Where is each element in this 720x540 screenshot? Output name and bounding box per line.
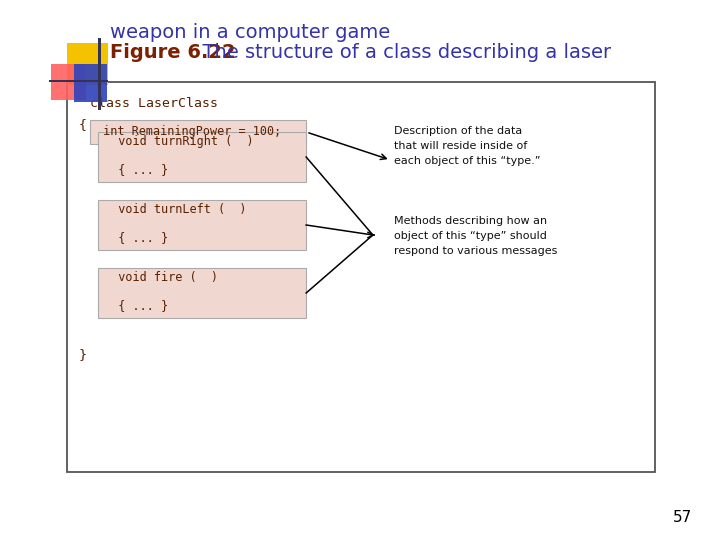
Bar (67, 82, 655, 472)
Text: void turnLeft (  ): void turnLeft ( ) (104, 204, 246, 217)
Text: 57: 57 (672, 510, 692, 525)
Text: int RemainingPower = 100;: int RemainingPower = 100; (96, 125, 282, 138)
Text: void turnRight (  ): void turnRight ( ) (104, 136, 253, 148)
Text: The structure of a class describing a laser: The structure of a class describing a la… (190, 43, 611, 62)
Text: that will reside inside of: that will reside inside of (395, 141, 528, 151)
Bar (73, 64, 107, 102)
Text: void fire (  ): void fire ( ) (104, 272, 218, 285)
Text: { ... }: { ... } (104, 232, 168, 245)
Text: }: } (78, 348, 86, 361)
Text: each object of this “type.”: each object of this “type.” (395, 156, 541, 166)
Text: weapon in a computer game: weapon in a computer game (110, 23, 390, 42)
Text: object of this “type” should: object of this “type” should (395, 231, 547, 241)
Text: {: { (78, 118, 86, 131)
Text: Description of the data: Description of the data (395, 126, 523, 136)
Text: respond to various messages: respond to various messages (395, 246, 558, 256)
Bar (98, 268, 306, 318)
Text: Figure 6.22: Figure 6.22 (110, 43, 235, 62)
Bar (98, 132, 306, 182)
Text: Methods describing how an: Methods describing how an (395, 216, 548, 226)
Text: class LaserClass: class LaserClass (90, 97, 218, 110)
Bar (98, 200, 306, 250)
Bar (49, 79, 108, 82)
Bar (67, 43, 108, 85)
Bar (90, 120, 306, 144)
Text: { ... }: { ... } (104, 300, 168, 313)
Text: { ... }: { ... } (104, 164, 168, 177)
Bar (51, 64, 86, 100)
Bar (98, 38, 101, 110)
